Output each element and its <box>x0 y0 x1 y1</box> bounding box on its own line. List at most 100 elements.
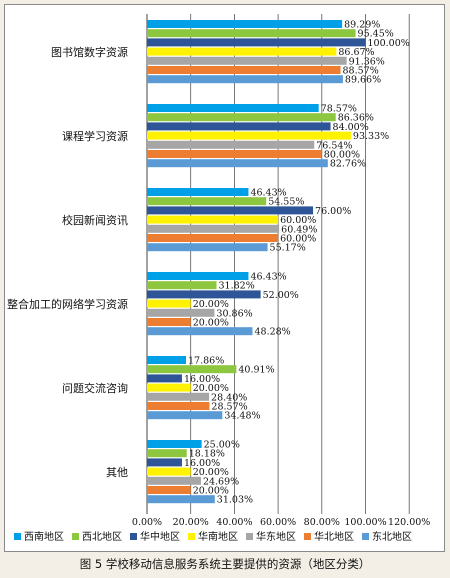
data-label: 48.28% <box>254 327 290 338</box>
data-label: 82.76% <box>330 159 366 170</box>
x-tick-label: 20.00% <box>173 517 209 528</box>
legend-swatch <box>72 533 79 540</box>
category-label: 校园新闻资讯 <box>62 213 128 227</box>
data-label: 95.45% <box>358 29 394 40</box>
data-label: 16.00% <box>184 374 220 385</box>
data-label: 84.00% <box>333 122 369 133</box>
category-label: 课程学习资源 <box>62 129 128 143</box>
data-label: 24.69% <box>203 476 239 487</box>
data-label: 88.57% <box>343 66 379 77</box>
data-label: 89.29% <box>344 20 380 31</box>
bar <box>147 56 347 65</box>
legend-swatch <box>246 533 253 540</box>
category-label: 图书馆数字资源 <box>51 45 128 59</box>
bar <box>147 486 191 494</box>
bar <box>147 290 261 299</box>
data-label: 46.43% <box>250 272 286 283</box>
data-label: 60.49% <box>281 224 317 235</box>
data-label: 20.00% <box>193 467 229 478</box>
bar <box>147 113 336 122</box>
bar <box>147 140 315 149</box>
x-tick-label: 40.00% <box>216 517 252 528</box>
bar <box>147 215 279 224</box>
category-label: 其他 <box>106 466 128 479</box>
bar <box>147 188 249 196</box>
legend-label: 华东地区 <box>256 530 296 543</box>
bar <box>147 66 341 74</box>
legend-swatch <box>130 533 137 540</box>
data-label: 55.17% <box>270 243 306 254</box>
legend-label: 东北地区 <box>372 530 412 543</box>
data-label: 20.00% <box>193 383 229 394</box>
bar <box>147 104 319 112</box>
bar <box>147 374 182 383</box>
data-label: 30.86% <box>216 308 252 319</box>
bar <box>147 224 280 233</box>
bar <box>147 150 322 158</box>
data-label: 93.33% <box>353 131 389 142</box>
data-label: 52.00% <box>263 290 299 301</box>
data-label: 78.57% <box>321 104 357 115</box>
bar <box>147 281 217 290</box>
data-label: 20.00% <box>193 486 229 497</box>
bar <box>147 131 351 140</box>
x-tick-label: 80.00% <box>304 517 340 528</box>
legend-swatch <box>304 533 311 540</box>
x-tick-label: 100.00% <box>344 517 386 528</box>
data-label: 31.82% <box>219 281 255 292</box>
bar <box>147 272 249 280</box>
data-label: 91.36% <box>349 56 385 67</box>
data-label: 86.67% <box>338 47 374 58</box>
data-label: 31.03% <box>217 495 253 506</box>
data-label: 17.86% <box>188 356 224 367</box>
bar <box>147 122 331 131</box>
bar <box>147 356 187 364</box>
bar <box>147 75 343 84</box>
legend-swatch <box>188 533 195 540</box>
bar <box>147 495 215 504</box>
data-label: 40.91% <box>238 365 274 376</box>
bar <box>147 206 314 215</box>
bar <box>147 299 191 308</box>
data-label: 18.18% <box>189 449 225 460</box>
figure-caption: 图 5 学校移动信息服务系统主要提供的资源（地区分类） <box>79 557 371 571</box>
bar <box>147 38 366 47</box>
data-label: 89.66% <box>345 75 381 86</box>
data-label: 46.43% <box>250 188 286 199</box>
bar <box>147 411 223 420</box>
legend-swatch <box>362 533 369 540</box>
data-label: 34.48% <box>224 411 260 422</box>
bar <box>147 308 215 317</box>
bar <box>147 29 356 38</box>
bar <box>147 458 182 467</box>
x-tick-label: 0.00% <box>132 517 162 528</box>
data-label: 28.57% <box>211 402 247 413</box>
data-label: 54.55% <box>268 197 304 208</box>
data-label: 80.00% <box>324 150 360 161</box>
bar <box>147 392 210 401</box>
bar <box>147 243 268 252</box>
data-label: 28.40% <box>211 392 247 403</box>
data-label: 20.00% <box>193 299 229 310</box>
legend-label: 华北地区 <box>314 530 354 543</box>
data-label: 86.36% <box>338 113 374 124</box>
data-label: 60.00% <box>280 215 316 226</box>
data-label: 100.00% <box>368 38 410 49</box>
data-label: 16.00% <box>184 458 220 469</box>
category-label: 问题交流咨询 <box>62 381 128 395</box>
category-label: 整合加工的网络学习资源 <box>7 297 128 311</box>
legend-label: 华中地区 <box>140 530 180 543</box>
bar <box>147 449 187 458</box>
data-label: 60.00% <box>280 234 316 245</box>
x-tick-label: 60.00% <box>260 517 296 528</box>
bar <box>147 383 191 392</box>
bar <box>147 327 253 336</box>
bar <box>147 440 202 448</box>
bar <box>147 159 328 168</box>
bar <box>147 234 279 242</box>
bar <box>147 20 343 28</box>
data-label: 25.00% <box>204 440 240 451</box>
x-tick-label: 120.00% <box>388 517 430 528</box>
data-label: 20.00% <box>193 318 229 329</box>
